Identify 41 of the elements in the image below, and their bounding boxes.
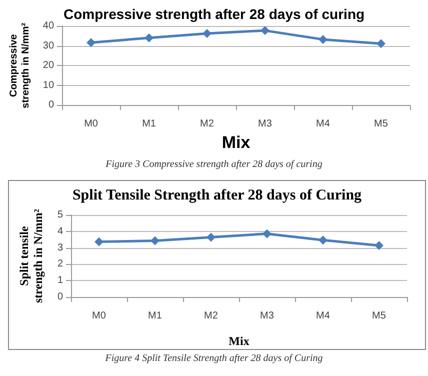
x-tick-label: M1 [142, 118, 156, 130]
x-tick-label: M3 [260, 310, 274, 322]
chart-title: Compressive strength after 28 days of curing [63, 6, 365, 22]
caption: Figure 4 Split Tensile Strength after 28 days of Curing [104, 352, 324, 366]
y-tick-label: 20 [42, 60, 54, 72]
x-tick-label: M2 [204, 310, 218, 322]
x-axis-title: Mix [222, 133, 251, 152]
point [262, 229, 272, 238]
point [150, 236, 160, 246]
y-tick-label: 1 [57, 275, 64, 286]
point [260, 26, 270, 36]
x-tick-label: M5 [374, 118, 388, 130]
y-tick-label: 0 [57, 292, 64, 302]
x-tick-label: M5 [372, 310, 386, 322]
x-tick-label: M4 [316, 310, 330, 322]
y-axis-title: Compressive strength in N/mm² [8, 22, 32, 108]
x-tick-label: M3 [258, 118, 272, 130]
point [94, 237, 104, 246]
point [318, 236, 328, 245]
y-tick-label: 40 [42, 20, 54, 32]
y-tick-label: 4 [57, 226, 64, 237]
y-tick-label: 0 [48, 100, 54, 111]
point [376, 39, 386, 48]
x-tick-label: M0 [84, 118, 98, 130]
y-tick-label: 3 [57, 242, 64, 254]
y-axis-title: Split tensile strength in N/mm² [17, 208, 45, 304]
y-tick-label: 30 [42, 40, 54, 52]
caption: Figure 3 Compressive strength after 28 days of curing [104, 158, 324, 172]
point [374, 241, 384, 250]
y-tick-label: 10 [42, 80, 54, 91]
y-tick-label: 2 [57, 258, 64, 270]
x-tick-label: M1 [148, 310, 162, 322]
chart-title: Split Tensile Strength after 28 days of Curing [72, 188, 362, 204]
point [144, 33, 154, 42]
point [206, 232, 216, 242]
x-tick-label: M0 [92, 310, 106, 322]
x-tick-label: M2 [200, 118, 214, 130]
point [86, 38, 96, 48]
x-axis-title: Mix [228, 334, 250, 348]
y-tick-label: 5 [57, 210, 64, 220]
x-tick-label: M4 [316, 118, 330, 130]
